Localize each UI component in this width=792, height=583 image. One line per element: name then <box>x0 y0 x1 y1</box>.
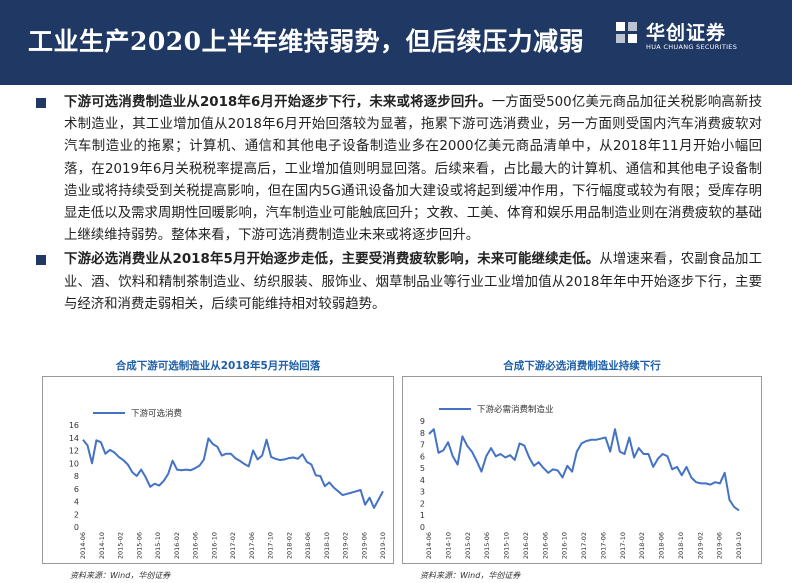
y-tick-label: 8 <box>420 429 425 438</box>
y-tick-label: 1 <box>420 511 425 520</box>
series-line <box>82 437 384 509</box>
y-tick-label: 14 <box>69 434 79 443</box>
company-logo: 华创证券 HUA CHUANG SECURITIES <box>614 18 764 64</box>
chart-frame: 0 2 4 6 8 10 12 14 16 2014-06 2014-10 2015-02 2015-0… <box>42 376 394 564</box>
x-tick-label: 2018-06 <box>304 532 312 559</box>
y-tick-label: 7 <box>420 441 425 450</box>
x-tick-label: 2015-02 <box>464 532 472 559</box>
x-tick-label: 2018-02 <box>285 532 293 559</box>
x-tick-label: 2016-10 <box>210 532 218 559</box>
x-tick-label: 2017-06 <box>248 532 256 559</box>
bullet-list: 下游可选消费制造业从2018年6月开始逐步下行，未来或将逐步回升。一方面受500… <box>36 92 762 316</box>
slide-header: 工业生产2020上半年维持弱势，但后续压力减弱 华创证券 HUA CHUANG … <box>0 0 792 85</box>
chart-source: 资料来源：Wind，华创证券 <box>70 571 171 580</box>
x-tick-label: 2016-06 <box>541 532 549 559</box>
x-tick-label: 2019-06 <box>716 532 724 559</box>
y-tick-label: 12 <box>69 447 79 456</box>
logo-chinese-text: 华创证券 <box>646 22 727 44</box>
x-tick-label: 2017-06 <box>599 532 607 559</box>
series-line <box>428 428 740 512</box>
slide-title: 工业生产2020上半年维持弱势，但后续压力减弱 <box>28 27 585 56</box>
x-tick-label: 2016-10 <box>561 532 569 559</box>
y-tick-label: 2 <box>420 499 425 508</box>
line-chart-essential-consumption: 0 1 2 3 4 5 6 7 8 9 2014-06 2014-10 2015-02 2015-06 20… <box>420 404 743 559</box>
chart-source: 资料来源：Wind，华创证券 <box>420 571 521 580</box>
y-tick-label: 4 <box>74 498 79 507</box>
x-tick-label: 2019-02 <box>342 532 350 559</box>
y-tick-label: 6 <box>74 485 79 494</box>
y-tick-label: 3 <box>420 488 425 497</box>
x-tick-label: 2014-06 <box>425 532 433 559</box>
bullet-square-icon <box>36 255 46 266</box>
x-tick-label: 2018-10 <box>677 532 685 559</box>
chart-title: 合成下游必选消费制造业持续下行 <box>503 360 661 372</box>
bullet-heading: 下游可选消费制造业从2018年6月开始逐步下行，未来或将逐步回升。 <box>64 95 492 110</box>
bullet-square-icon <box>36 98 46 108</box>
logo-english-text: HUA CHUANG SECURITIES <box>646 43 738 51</box>
bullet-body: 从增速来看，农副食品加工业、酒、饮料和精制茶制造业、纺织服装、服饰业、烟草制品业… <box>64 252 762 312</box>
x-tick-label: 2017-10 <box>267 532 275 559</box>
x-tick-label: 2015-06 <box>483 532 491 559</box>
y-tick-label: 10 <box>69 459 79 468</box>
x-tick-label: 2018-02 <box>638 532 646 559</box>
x-tick-label: 2016-06 <box>192 532 200 559</box>
chart-title: 合成下游可选制造业从2018年5月开始回落 <box>115 360 321 372</box>
chart-panel-optional-consumption: 合成下游可选制造业从2018年5月开始回落 0 2 4 6 8 10 12 14 16 2014-… <box>42 358 394 580</box>
y-tick-label: 2 <box>74 510 79 519</box>
legend-label: 下游可选消费 <box>131 408 183 419</box>
x-tick-label: 2015-06 <box>135 532 143 559</box>
x-tick-label: 2016-02 <box>522 532 530 559</box>
chart-panel-essential-consumption: 合成下游必选消费制造业持续下行 0 1 2 3 4 5 6 7 8 9 2014-06 2014-10… <box>402 358 762 580</box>
x-tick-label: 2015-02 <box>117 532 125 559</box>
y-tick-label: 8 <box>74 472 79 481</box>
y-tick-label: 0 <box>74 523 79 532</box>
y-tick-label: 5 <box>420 464 425 473</box>
y-tick-label: 0 <box>420 523 425 532</box>
x-tick-label: 2018-10 <box>323 532 331 559</box>
x-tick-label: 2018-06 <box>658 532 666 559</box>
x-tick-label: 2016-02 <box>173 532 181 559</box>
bullet-item: 下游可选消费制造业从2018年6月开始逐步下行，未来或将逐步回升。一方面受500… <box>36 92 762 247</box>
y-tick-label: 6 <box>420 452 425 461</box>
x-tick-label: 2015-10 <box>154 532 162 559</box>
y-tick-label: 16 <box>69 421 79 430</box>
x-tick-label: 2017-10 <box>619 532 627 559</box>
x-tick-label: 2014-06 <box>79 532 87 559</box>
line-chart-optional-consumption: 0 2 4 6 8 10 12 14 16 2014-06 2014-10 2015-02 2015-0… <box>69 408 387 559</box>
bullet-item: 下游必选消费业从2018年5月开始逐步走低，主要受消费疲软影响，未来可能继续走低… <box>36 249 762 316</box>
logo-icon <box>616 22 637 43</box>
x-tick-label: 2014-10 <box>444 532 452 559</box>
chart-frame: 0 1 2 3 4 5 6 7 8 9 2014-06 2014-10 2015-02 2015-06 20… <box>402 376 762 564</box>
bullet-body: 一方面受500亿美元商品加征关税影响高新技术制造业，其工业增加值从2018年6月… <box>64 95 762 244</box>
y-tick-label: 4 <box>420 476 425 485</box>
bullet-heading: 下游必选消费业从2018年5月开始逐步走低，主要受消费疲软影响，未来可能继续走低… <box>64 252 600 268</box>
x-tick-label: 2017-02 <box>580 532 588 559</box>
x-tick-label: 2015-10 <box>503 532 511 559</box>
x-tick-label: 2017-02 <box>229 532 237 559</box>
x-tick-label: 2019-02 <box>696 532 704 559</box>
legend-label: 下游必需消费制造业 <box>477 404 554 415</box>
x-tick-label: 2019-10 <box>735 532 743 559</box>
x-tick-label: 2019-10 <box>379 532 387 559</box>
y-tick-label: 9 <box>420 417 425 426</box>
x-tick-label: 2014-10 <box>98 532 106 559</box>
x-tick-label: 2019-06 <box>360 532 368 559</box>
